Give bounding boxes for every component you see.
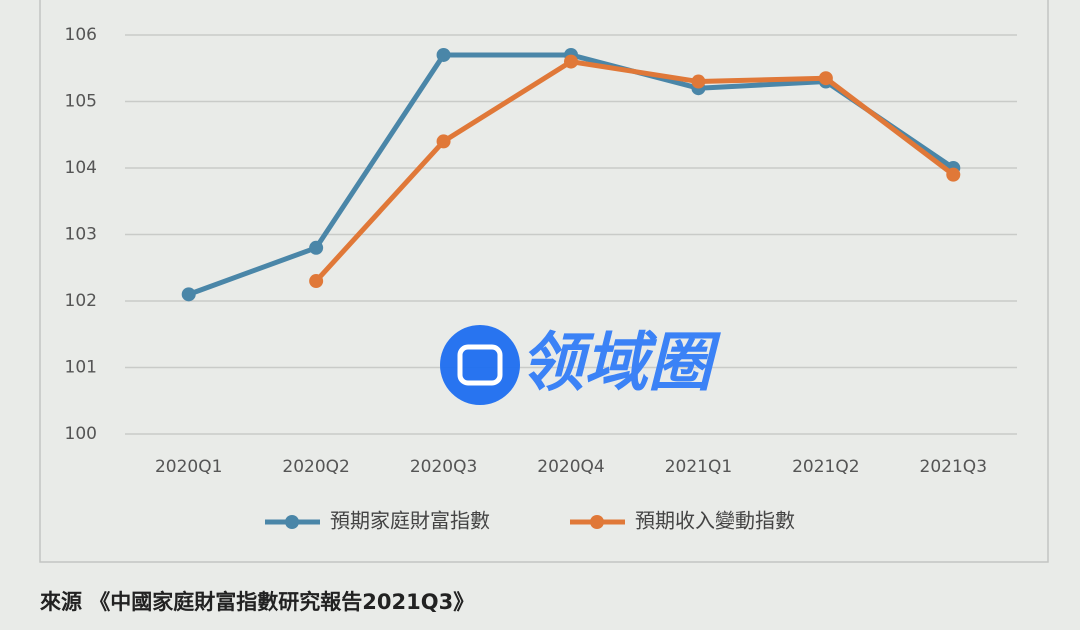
watermark-logo (440, 325, 520, 405)
x-tick-label: 2021Q2 (792, 457, 859, 477)
x-tick-label: 2021Q1 (665, 457, 732, 477)
y-tick-label: 102 (65, 291, 97, 311)
data-point (436, 47, 451, 62)
x-tick-label: 2020Q4 (537, 457, 604, 477)
data-point (818, 71, 833, 86)
y-tick-label: 100 (65, 424, 97, 444)
data-point (309, 274, 324, 289)
y-tick-label: 106 (65, 25, 97, 45)
data-point (181, 287, 196, 302)
watermark-logo-inner (457, 344, 503, 386)
x-tick-label: 2021Q3 (920, 457, 987, 477)
data-point (564, 54, 578, 69)
legend-label: 預期收入變動指數 (635, 509, 795, 533)
y-tick-label: 101 (65, 358, 97, 378)
legend-label: 預期家庭財富指數 (330, 509, 490, 533)
chart-frame (39, 0, 1049, 563)
x-tick-label: 2020Q3 (410, 457, 477, 477)
x-tick-label: 2020Q1 (155, 457, 222, 477)
source-note: 來源 《中國家庭財富指數研究報告2021Q3》 (40, 590, 474, 614)
data-point (691, 74, 706, 89)
x-tick-label: 2020Q2 (282, 457, 349, 477)
legend-marker (590, 515, 604, 529)
y-tick-label: 103 (65, 225, 97, 245)
y-tick-label: 104 (65, 158, 97, 178)
legend-marker (285, 515, 299, 529)
watermark-text: 领域圈 (520, 327, 721, 401)
data-point (309, 240, 324, 255)
y-tick-label: 105 (65, 92, 97, 112)
data-point (436, 134, 451, 149)
series-line (314, 59, 955, 283)
data-point (946, 167, 961, 182)
